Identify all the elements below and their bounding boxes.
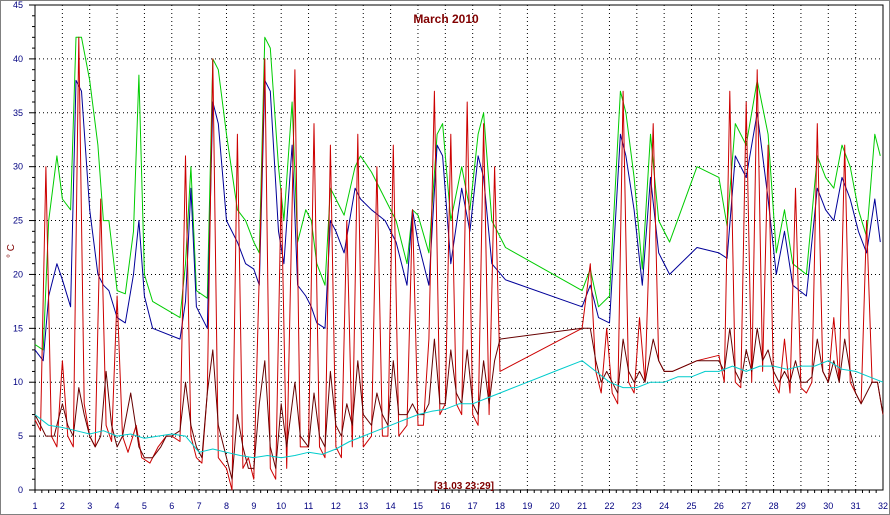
x-tick-label: 16: [440, 501, 450, 511]
x-tick-label: 6: [169, 501, 174, 511]
y-tick-label: 35: [13, 108, 23, 118]
x-tick-label: 24: [659, 501, 669, 511]
tick-labels: 1 2 3 4 5 6 7 8 9 10 11 12 13 14 15 16 17 18 19 20 21 22 23 24 2…: [13, 1, 888, 511]
x-tick-label: 15: [413, 501, 423, 511]
x-tick-label: 32: [878, 501, 888, 511]
x-tick-label: 13: [358, 501, 368, 511]
y-tick-label: 25: [13, 216, 23, 226]
x-tick-label: 29: [796, 501, 806, 511]
grid: [29, 4, 884, 493]
x-tick-label: 5: [142, 501, 147, 511]
y-tick-label: 5: [18, 431, 23, 441]
y-tick-label: 0: [18, 485, 23, 495]
x-tick-label: 3: [87, 501, 92, 511]
x-tick-label: 30: [823, 501, 833, 511]
x-tick-label: 12: [331, 501, 341, 511]
x-tick-label: 23: [632, 501, 642, 511]
x-tick-label: 18: [495, 501, 505, 511]
x-tick-label: 28: [769, 501, 779, 511]
y-tick-label: 45: [13, 1, 23, 10]
y-tick-label: 30: [13, 162, 23, 172]
y-tick-label: 15: [13, 323, 23, 333]
series-group: [34, 36, 884, 491]
series-line-5: [34, 360, 884, 459]
timestamp-label: [31.03 23:29]: [434, 481, 494, 492]
series-line-4: [34, 327, 884, 480]
x-tick-label: 17: [468, 501, 478, 511]
series-line-2: [34, 79, 881, 362]
x-tick-label: 25: [687, 501, 697, 511]
x-tick-label: 27: [741, 501, 751, 511]
y-tick-label: 40: [13, 54, 23, 64]
x-tick-label: 14: [386, 501, 396, 511]
x-tick-label: 26: [714, 501, 724, 511]
chart-title: March 2010: [413, 12, 479, 26]
x-tick-label: 20: [550, 501, 560, 511]
y-axis-label: ° C: [6, 244, 17, 258]
x-tick-label: 22: [604, 501, 614, 511]
x-tick-label: 11: [304, 501, 313, 511]
x-tick-label: 8: [224, 501, 229, 511]
x-tick-label: 21: [577, 501, 587, 511]
x-tick-label: 9: [251, 501, 256, 511]
x-tick-label: 10: [276, 501, 286, 511]
x-tick-label: 2: [60, 501, 65, 511]
y-tick-label: 20: [13, 269, 23, 279]
x-tick-label: 31: [851, 501, 861, 511]
x-tick-label: 19: [522, 501, 532, 511]
x-tick-label: 7: [197, 501, 202, 511]
y-tick-label: 10: [13, 377, 23, 387]
series-line-1: [34, 36, 881, 351]
x-tick-label: 4: [115, 501, 120, 511]
plot-area: [34, 4, 884, 491]
series-line-3: [34, 36, 884, 491]
x-tick-label: 1: [32, 501, 37, 511]
